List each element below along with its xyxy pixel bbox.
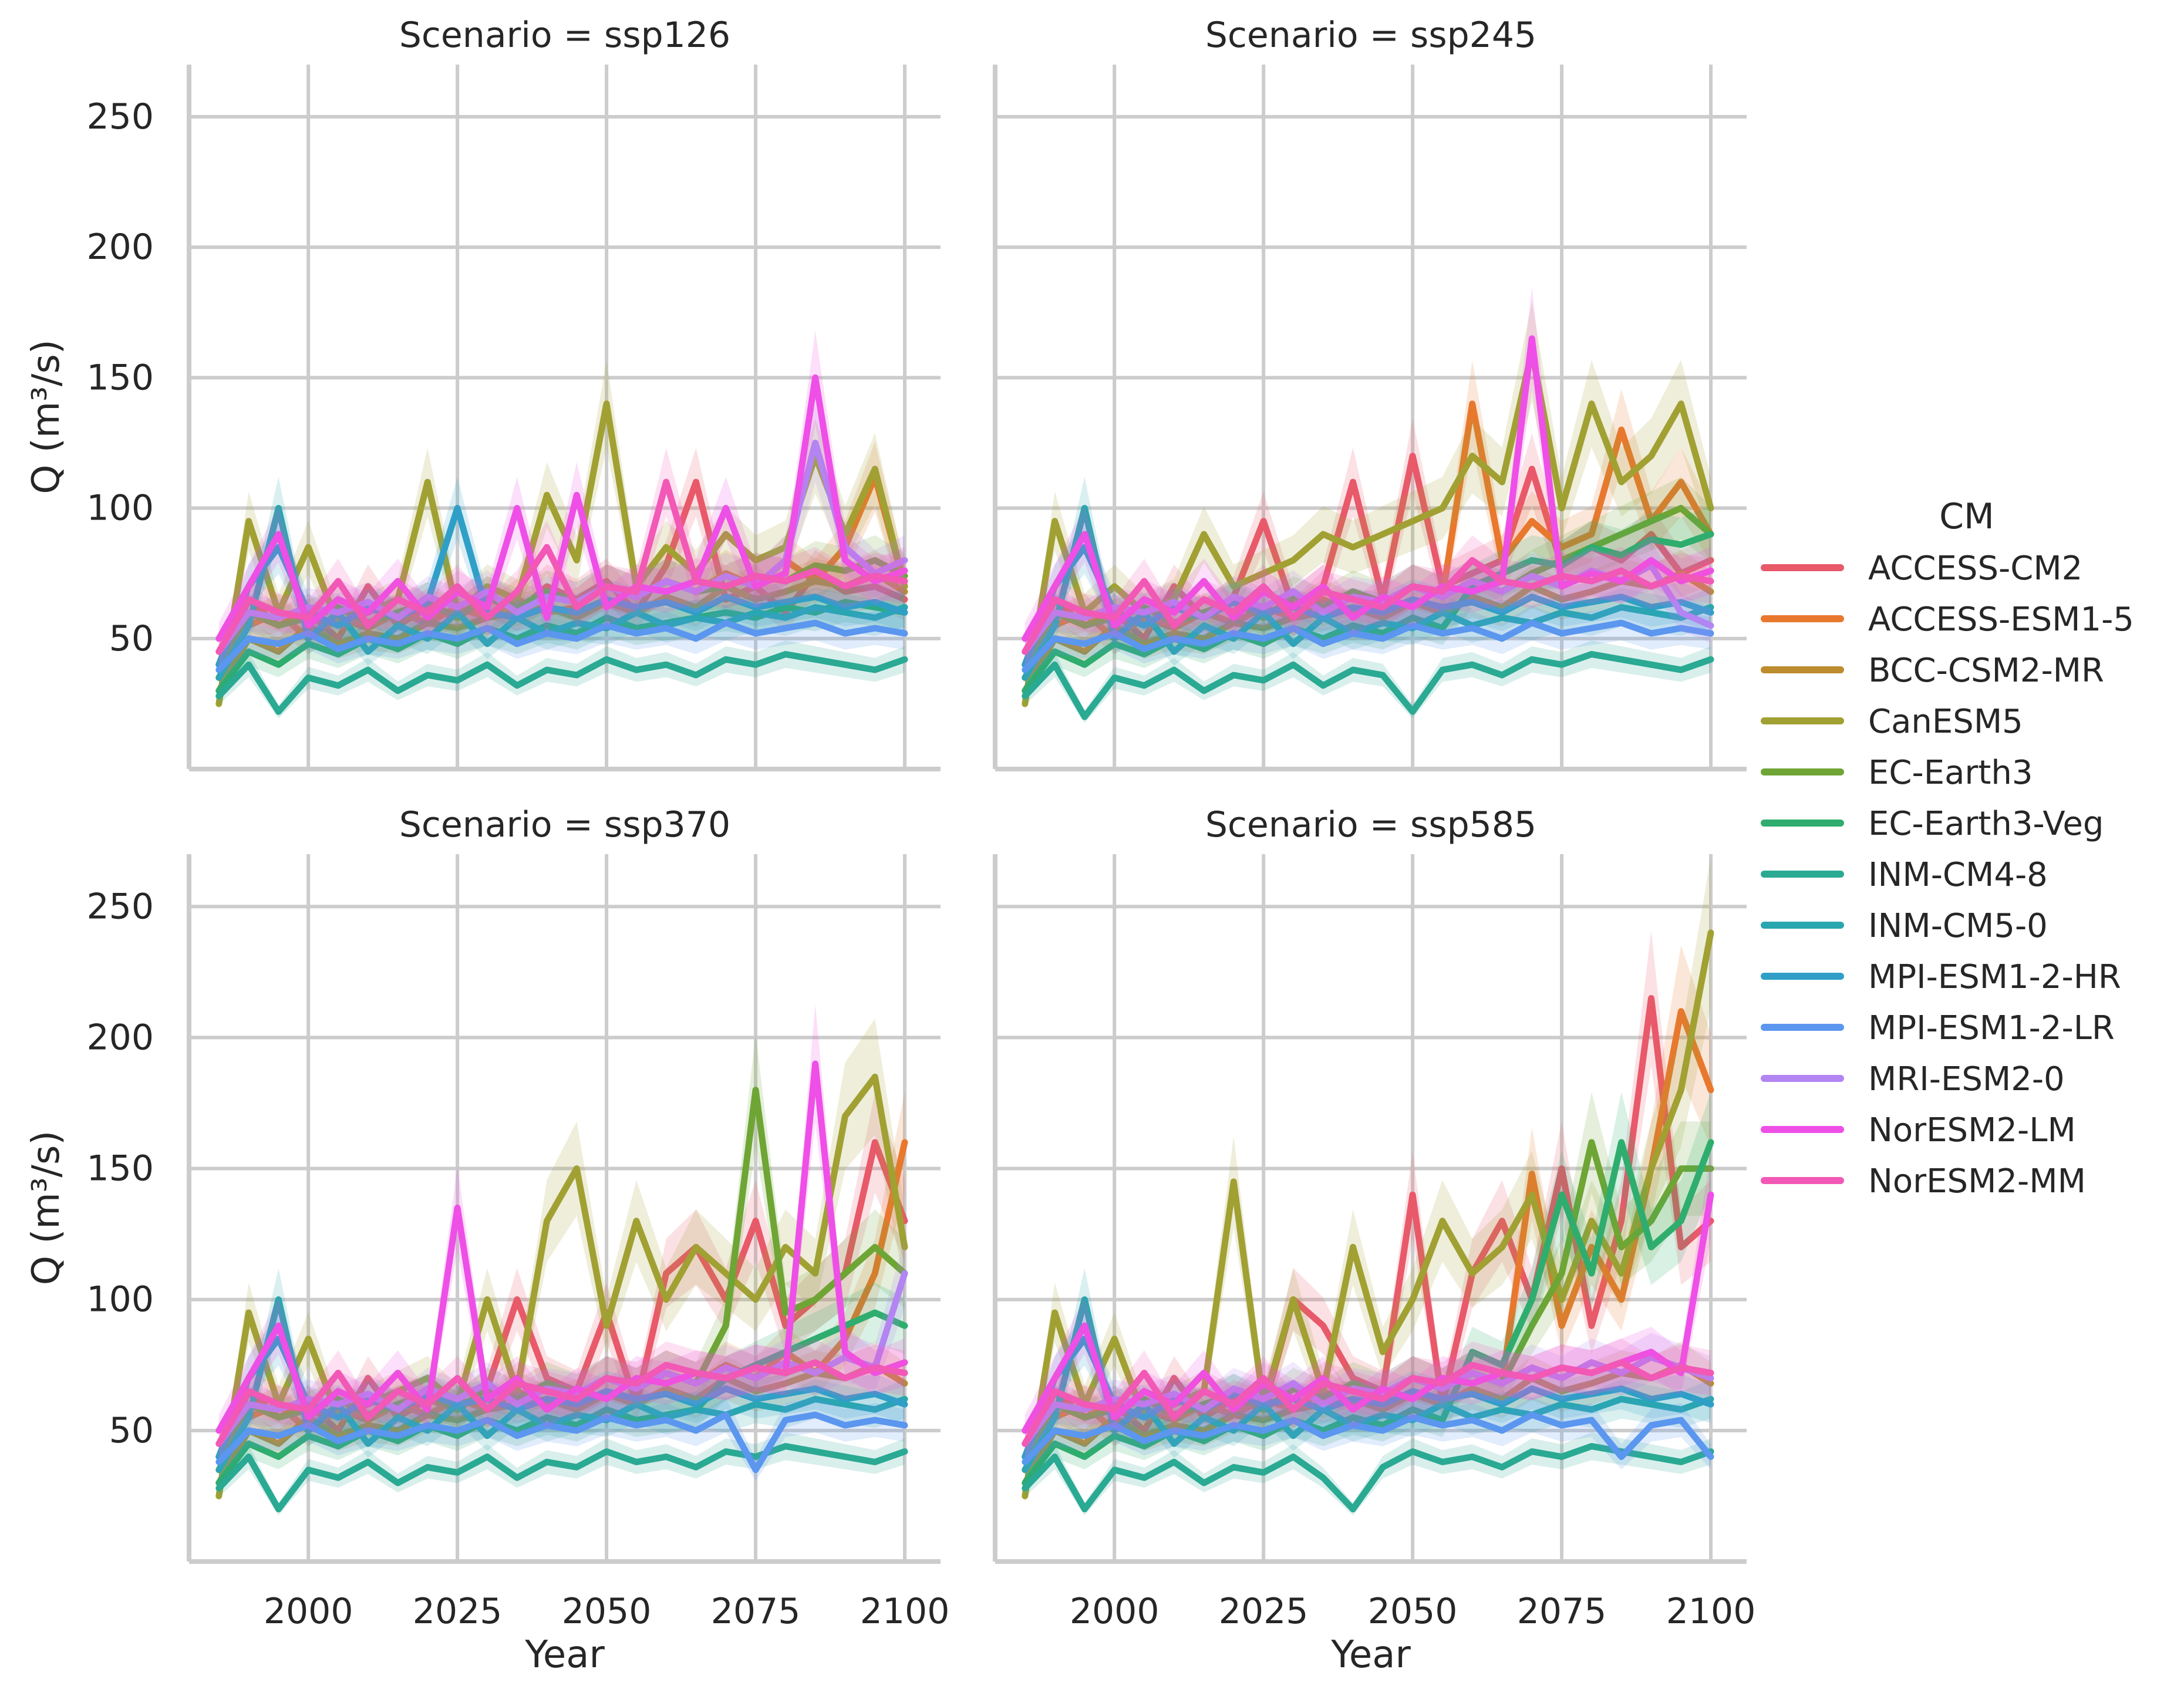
confidence-band: [218, 403, 905, 666]
legend-label: MPI-ESM1-2-HR: [1868, 958, 2121, 996]
legend-label: BCC-CSM2-MR: [1868, 652, 2104, 690]
panel-title: Scenario = ssp585: [1205, 804, 1536, 845]
series-line-inm-cm5-0: [1022, 505, 1714, 681]
series-line-inm-cm5-0: [215, 505, 908, 681]
series-line-noresm2-mm: [1022, 1359, 1714, 1447]
x-tick-label: 2050: [562, 1591, 652, 1632]
x-tick-label: 2000: [1070, 1591, 1160, 1632]
panel-3: Scenario = ssp370 50 100 150 200 250 Q (m³/s) 2…: [25, 804, 949, 1677]
y-tick-label: 150: [86, 1148, 154, 1189]
series-line-mri-esm2-0: [215, 1270, 908, 1447]
x-axis-label: Year: [1330, 1633, 1411, 1677]
legend-item: MPI-ESM1-2-HR: [1761, 958, 2121, 996]
y-tick-label: 250: [86, 96, 154, 137]
series-line-noresm2-mm: [215, 478, 908, 655]
x-tick-label: 2075: [1517, 1591, 1607, 1632]
y-tick-label: 50: [109, 618, 154, 659]
confidence-band: [218, 1397, 905, 1481]
series-line-inm-cm5-0: [1022, 1296, 1714, 1473]
series-line-noresm2-mm: [1022, 557, 1714, 655]
legend-label: EC-Earth3: [1868, 754, 2033, 792]
series-line-inm-cm4-8: [215, 650, 908, 715]
x-tick-label: 2025: [1219, 1591, 1309, 1632]
series-line-mri-esm2-0: [1022, 1354, 1714, 1447]
panel-2: Scenario = ssp245: [993, 15, 1747, 771]
y-tick-label: 50: [109, 1410, 154, 1451]
legend-label: NorESM2-LM: [1868, 1111, 2076, 1149]
legend-item: MRI-ESM2-0: [1761, 1060, 2065, 1098]
panel-1: Scenario = ssp126 50 100 150 200 250 Q (m³/s): [25, 15, 941, 771]
y-tick-label: 150: [86, 357, 154, 398]
series-line-noresm2-lm: [1022, 335, 1714, 642]
series-line-mpi-esm1-2-lr: [215, 1411, 908, 1473]
confidence-band: [1024, 945, 1711, 1481]
series-line-access-cm2: [1022, 995, 1714, 1460]
series-line-noresm2-mm: [215, 1359, 908, 1447]
legend-item: EC-Earth3-Veg: [1761, 805, 2104, 843]
series-line-mpi-esm1-2-lr: [215, 619, 908, 673]
panel-4: Scenario = ssp585 2000 2025 2050 2075 2100 Yea…: [993, 804, 1756, 1677]
confidence-band: [218, 441, 905, 689]
x-axis-label: Year: [524, 1633, 605, 1677]
legend-label: INM-CM4-8: [1868, 856, 2048, 894]
legend-label: EC-Earth3-Veg: [1868, 805, 2104, 843]
legend-item: NorESM2-MM: [1761, 1162, 2086, 1201]
series-line-noresm2-lm: [215, 374, 908, 642]
legend: CM ACCESS-CM2 ACCESS-ESM1-5 BCC-CSM2-MR CanE…: [1761, 496, 2134, 1201]
y-tick-label: 200: [86, 1017, 154, 1058]
legend-item: NorESM2-LM: [1761, 1111, 2076, 1149]
legend-item: ACCESS-ESM1-5: [1761, 601, 2134, 639]
series-line-inm-cm4-8: [1022, 650, 1714, 720]
confidence-band: [218, 535, 905, 677]
series-line-noresm2-lm: [215, 1060, 908, 1434]
y-tick-label: 250: [86, 886, 154, 927]
x-tick-label: 2075: [711, 1591, 801, 1632]
legend-title: CM: [1939, 496, 1994, 537]
legend-label: NorESM2-MM: [1868, 1162, 2086, 1201]
legend-label: ACCESS-ESM1-5: [1868, 601, 2134, 639]
confidence-band: [1024, 506, 1711, 700]
y-tick-label: 100: [86, 1279, 154, 1320]
confidence-band: [218, 1033, 905, 1469]
legend-item: ACCESS-CM2: [1761, 549, 2082, 588]
confidence-band: [218, 447, 905, 666]
y-axis-label: Q (m³/s): [25, 1131, 68, 1286]
series-line-mpi-esm1-2-lr: [1022, 619, 1714, 673]
confidence-band: [1024, 477, 1711, 677]
y-axis-label: Q (m³/s): [25, 339, 68, 494]
legend-item: BCC-CSM2-MR: [1761, 652, 2104, 690]
series-line-inm-cm5-0: [215, 1296, 908, 1473]
x-tick-label: 2100: [1666, 1591, 1756, 1632]
series-line-inm-cm4-8: [215, 1443, 908, 1513]
panel-title: Scenario = ssp126: [399, 15, 730, 56]
legend-item: INM-CM5-0: [1761, 907, 2048, 945]
y-tick-label: 100: [86, 488, 154, 529]
legend-label: ACCESS-CM2: [1868, 549, 2082, 588]
legend-item: CanESM5: [1761, 703, 2023, 741]
legend-item: EC-Earth3: [1761, 754, 2033, 792]
series-line-inm-cm4-8: [1022, 1443, 1714, 1513]
x-tick-label: 2000: [264, 1591, 353, 1632]
panel-title: Scenario = ssp370: [399, 804, 730, 845]
legend-label: MPI-ESM1-2-LR: [1868, 1009, 2115, 1047]
y-tick-label: 200: [86, 227, 154, 268]
legend-label: CanESM5: [1868, 703, 2023, 741]
panel-title: Scenario = ssp245: [1205, 15, 1536, 56]
legend-label: MRI-ESM2-0: [1868, 1060, 2065, 1098]
series-line-mpi-esm1-2-lr: [1022, 1411, 1714, 1465]
legend-item: MPI-ESM1-2-LR: [1761, 1009, 2115, 1047]
x-tick-label: 2050: [1368, 1591, 1458, 1632]
confidence-band: [218, 331, 905, 655]
legend-item: INM-CM4-8: [1761, 856, 2048, 894]
x-tick-label: 2100: [860, 1591, 950, 1632]
series-line-mpi-esm1-2-hr: [215, 505, 908, 668]
confidence-band: [218, 477, 905, 677]
legend-label: INM-CM5-0: [1868, 907, 2048, 945]
confidence-band: [218, 360, 905, 712]
x-tick-label: 2025: [413, 1591, 503, 1632]
